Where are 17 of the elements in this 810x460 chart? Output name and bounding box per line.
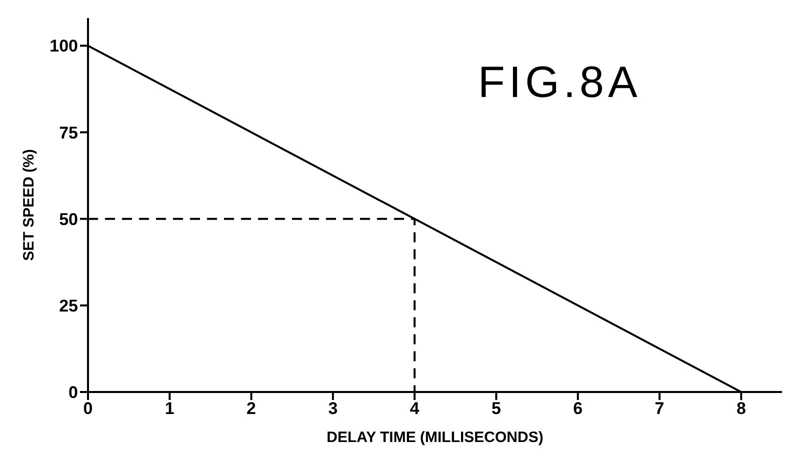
y-tick-label: 100 bbox=[50, 36, 78, 56]
x-tick-label: 4 bbox=[410, 399, 420, 418]
y-axis-title: SET SPEED (%) bbox=[20, 149, 38, 261]
y-tick-label: 75 bbox=[59, 123, 78, 142]
x-tick-label: 3 bbox=[328, 399, 338, 418]
y-tick-label: 0 bbox=[68, 383, 78, 402]
x-tick-label: 0 bbox=[83, 399, 93, 418]
x-tick-label: 5 bbox=[492, 399, 501, 418]
x-tick-label: 8 bbox=[736, 399, 746, 418]
x-tick-label: 1 bbox=[164, 399, 174, 418]
annotation: FIG.8A bbox=[478, 58, 642, 108]
x-tick-label: 2 bbox=[246, 399, 256, 418]
x-tick-label: 6 bbox=[573, 399, 583, 418]
x-tick-label: 7 bbox=[654, 399, 664, 418]
y-tick-label: 50 bbox=[59, 210, 78, 229]
y-tick-label: 25 bbox=[59, 296, 78, 316]
x-axis-title: DELAY TIME (MILLISECONDS) bbox=[326, 429, 544, 446]
